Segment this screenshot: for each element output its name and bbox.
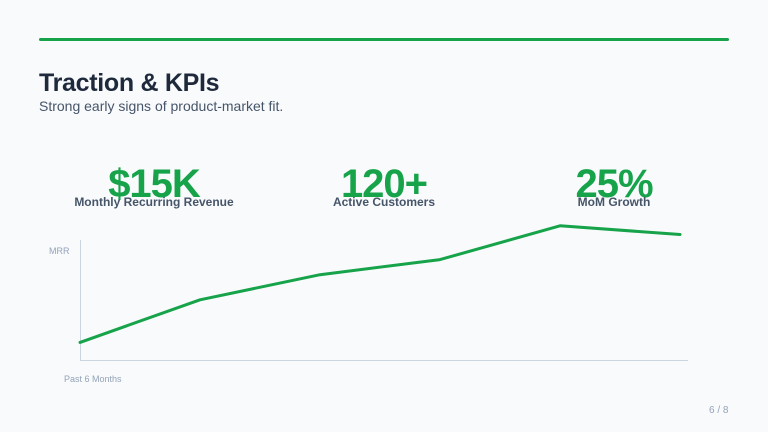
kpi-label: Active Customers <box>332 195 436 209</box>
chart-y-label: MRR <box>49 246 70 256</box>
kpi-value: 25% <box>575 162 653 206</box>
slide-subtitle: Strong early signs of product-market fit… <box>39 98 284 114</box>
page-number: 6 / 8 <box>709 405 729 416</box>
kpi-customers: 120+ Active Customers <box>274 162 494 209</box>
kpi-label: Monthly Recurring Revenue <box>74 195 234 209</box>
mrr-series-line <box>78 224 682 344</box>
kpi-growth: 25% MoM Growth <box>504 162 724 209</box>
chart-x-label: Past 6 Months <box>64 374 122 384</box>
kpi-mrr: $15K Monthly Recurring Revenue <box>44 162 264 209</box>
kpi-value: $15K <box>108 162 201 206</box>
slide-title: Traction & KPIs <box>39 69 220 97</box>
accent-bar <box>39 38 729 41</box>
kpi-label: MoM Growth <box>577 195 651 209</box>
kpi-value: 120+ <box>340 162 428 206</box>
